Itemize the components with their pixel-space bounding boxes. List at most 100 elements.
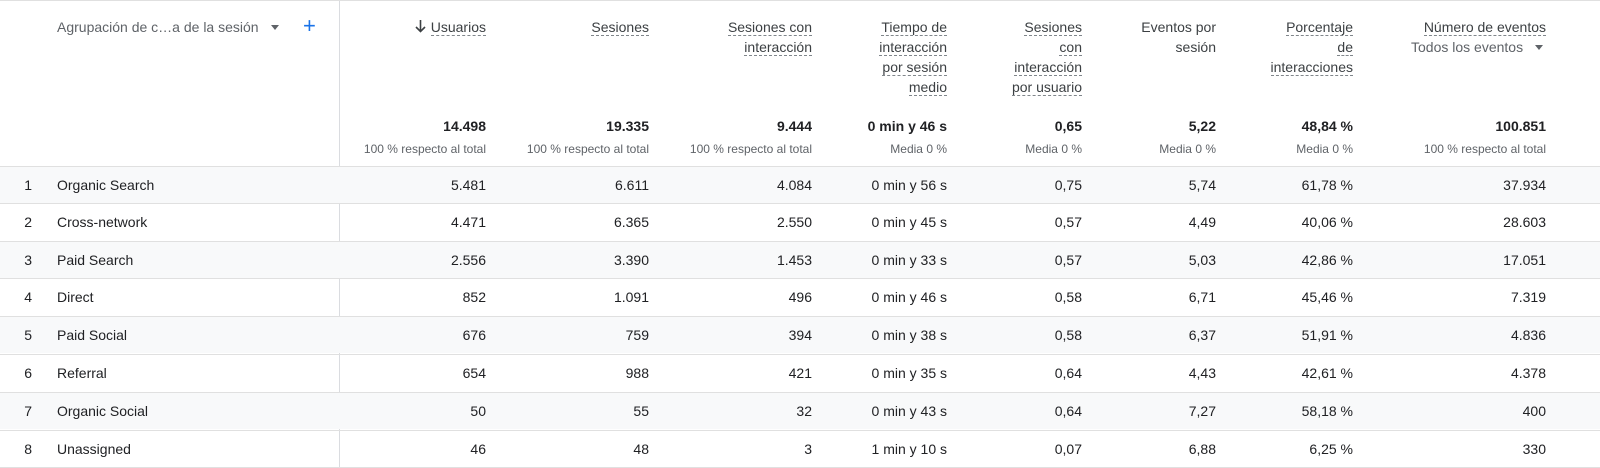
column-header-engagement-time-label: Tiempo de interacción por sesión medio xyxy=(879,19,947,96)
row-events-per-session: 6,71 xyxy=(1188,289,1216,305)
row-sessions: 988 xyxy=(625,365,649,381)
row-index: 1 xyxy=(24,177,32,193)
row-event-count: 400 xyxy=(1522,403,1546,419)
event-filter-label: Todos los eventos xyxy=(1411,39,1524,55)
row-event-count: 330 xyxy=(1522,441,1546,457)
table-row[interactable]: 4 Direct 852 1.091 496 0 min y 46 s 0,58… xyxy=(0,278,1600,315)
row-channel-name: Paid Search xyxy=(57,252,134,268)
row-channel-name: Organic Search xyxy=(57,177,155,193)
dimension-selector[interactable]: Agrupación de c…a de la sesión xyxy=(57,19,279,35)
row-engagement-rate: 6,25 % xyxy=(1309,441,1353,457)
column-header-sessions[interactable]: Sesiones xyxy=(591,17,649,37)
column-header-events-per-session-label: Eventos por sesión xyxy=(1141,19,1216,55)
row-index: 4 xyxy=(24,289,32,305)
total-engagement-rate: 48,84 % xyxy=(1301,118,1353,134)
row-engaged-per-user: 0,75 xyxy=(1054,177,1082,193)
table-row[interactable]: 5 Paid Social 676 759 394 0 min y 38 s 0… xyxy=(0,316,1600,353)
row-channel-name: Unassigned xyxy=(57,441,131,457)
total-event-count-sub: 100 % respecto al total xyxy=(1423,142,1546,156)
row-engagement-rate: 42,86 % xyxy=(1301,252,1353,268)
row-index: 8 xyxy=(24,441,32,457)
total-events-per-session: 5,22 xyxy=(1188,118,1216,134)
total-engaged-per-user: 0,65 xyxy=(1054,118,1082,134)
row-engaged-sessions: 4.084 xyxy=(776,177,812,193)
caret-down-icon[interactable] xyxy=(270,24,279,30)
row-index: 7 xyxy=(24,403,32,419)
row-channel-name: Referral xyxy=(57,365,107,381)
row-users: 46 xyxy=(470,441,486,457)
table-row[interactable]: 3 Paid Search 2.556 3.390 1.453 0 min y … xyxy=(0,241,1600,278)
row-sessions: 759 xyxy=(625,327,649,343)
total-engaged-per-user-sub: Media 0 % xyxy=(1025,142,1082,156)
row-engagement-time: 0 min y 33 s xyxy=(871,252,947,268)
row-channel-name: Organic Social xyxy=(57,403,149,419)
row-engaged-per-user: 0,57 xyxy=(1054,214,1082,230)
row-channel-name: Cross-network xyxy=(57,214,148,230)
row-engaged-sessions: 2.550 xyxy=(776,214,812,230)
column-header-users[interactable]: Usuarios xyxy=(415,17,486,37)
row-events-per-session: 6,88 xyxy=(1188,441,1216,457)
row-events-per-session: 6,37 xyxy=(1188,327,1216,343)
row-engaged-per-user: 0,57 xyxy=(1054,252,1082,268)
row-engaged-sessions: 1.453 xyxy=(776,252,812,268)
column-header-engagement-time[interactable]: Tiempo de interacción por sesión medio xyxy=(879,17,947,97)
row-event-count: 37.934 xyxy=(1503,177,1546,193)
table-row[interactable]: 1 Organic Search 5.481 6.611 4.084 0 min… xyxy=(0,166,1600,203)
total-engaged-sessions: 9.444 xyxy=(776,118,812,134)
total-sessions-sub: 100 % respecto al total xyxy=(526,142,649,156)
row-engagement-time: 0 min y 46 s xyxy=(871,289,947,305)
row-channel-name: Direct xyxy=(57,289,94,305)
total-sessions: 19.335 xyxy=(606,118,649,134)
row-event-count: 4.378 xyxy=(1510,365,1546,381)
row-channel-name: Paid Social xyxy=(57,327,128,343)
row-event-count: 7.319 xyxy=(1510,289,1546,305)
row-engaged-sessions: 496 xyxy=(788,289,812,305)
row-engaged-per-user: 0,58 xyxy=(1054,327,1082,343)
row-engagement-time: 0 min y 35 s xyxy=(871,365,947,381)
row-engagement-rate: 51,91 % xyxy=(1301,327,1353,343)
column-header-events-per-session[interactable]: Eventos por sesión xyxy=(1141,17,1216,57)
column-header-engagement-rate[interactable]: Porcentaje de interacciones xyxy=(1270,17,1353,77)
table-row[interactable]: 6 Referral 654 988 421 0 min y 35 s 0,64… xyxy=(0,354,1600,391)
row-users: 654 xyxy=(462,365,486,381)
row-sessions: 48 xyxy=(633,441,649,457)
row-sessions: 6.365 xyxy=(613,214,649,230)
total-engaged-sessions-sub: 100 % respecto al total xyxy=(689,142,812,156)
row-users: 852 xyxy=(462,289,486,305)
event-filter-selector[interactable]: Todos los eventos xyxy=(1411,39,1544,55)
table-row[interactable]: 8 Unassigned 46 48 3 1 min y 10 s 0,07 6… xyxy=(0,430,1600,467)
row-event-count: 17.051 xyxy=(1503,252,1546,268)
table-row[interactable]: 2 Cross-network 4.471 6.365 2.550 0 min … xyxy=(0,203,1600,240)
row-event-count: 4.836 xyxy=(1510,327,1546,343)
row-engagement-rate: 42,61 % xyxy=(1301,365,1353,381)
row-events-per-session: 4,49 xyxy=(1188,214,1216,230)
row-engagement-time: 0 min y 43 s xyxy=(871,403,947,419)
row-events-per-session: 7,27 xyxy=(1188,403,1216,419)
row-engaged-per-user: 0,07 xyxy=(1054,441,1082,457)
column-header-engaged-sessions[interactable]: Sesiones con interacción xyxy=(727,17,812,57)
row-engagement-rate: 58,18 % xyxy=(1301,403,1353,419)
caret-down-icon xyxy=(1535,44,1544,50)
table-row[interactable]: 7 Organic Social 50 55 32 0 min y 43 s 0… xyxy=(0,392,1600,429)
row-sessions: 6.611 xyxy=(615,177,649,193)
row-engaged-per-user: 0,64 xyxy=(1054,365,1082,381)
column-header-engaged-sessions-label: Sesiones con interacción xyxy=(727,19,812,56)
column-header-event-count[interactable]: Número de eventos xyxy=(1423,17,1546,37)
total-users: 14.498 xyxy=(443,118,486,134)
total-event-count: 100.851 xyxy=(1495,118,1546,134)
row-event-count: 28.603 xyxy=(1503,214,1546,230)
row-index: 3 xyxy=(24,252,32,268)
total-events-per-session-sub: Media 0 % xyxy=(1159,142,1216,156)
row-sessions: 1.091 xyxy=(613,289,649,305)
row-engaged-per-user: 0,64 xyxy=(1054,403,1082,419)
column-header-users-label: Usuarios xyxy=(430,19,486,36)
column-header-sessions-label: Sesiones xyxy=(591,19,649,36)
row-index: 6 xyxy=(24,365,32,381)
dimension-column-divider xyxy=(339,1,340,467)
column-header-engaged-per-user[interactable]: Sesiones con interacción por usuario xyxy=(1011,17,1082,97)
row-engaged-sessions: 394 xyxy=(788,327,812,343)
column-header-event-count-label: Número de eventos xyxy=(1423,19,1546,36)
dimension-label: Agrupación de c…a de la sesión xyxy=(57,19,259,35)
plus-icon[interactable]: + xyxy=(303,13,316,38)
